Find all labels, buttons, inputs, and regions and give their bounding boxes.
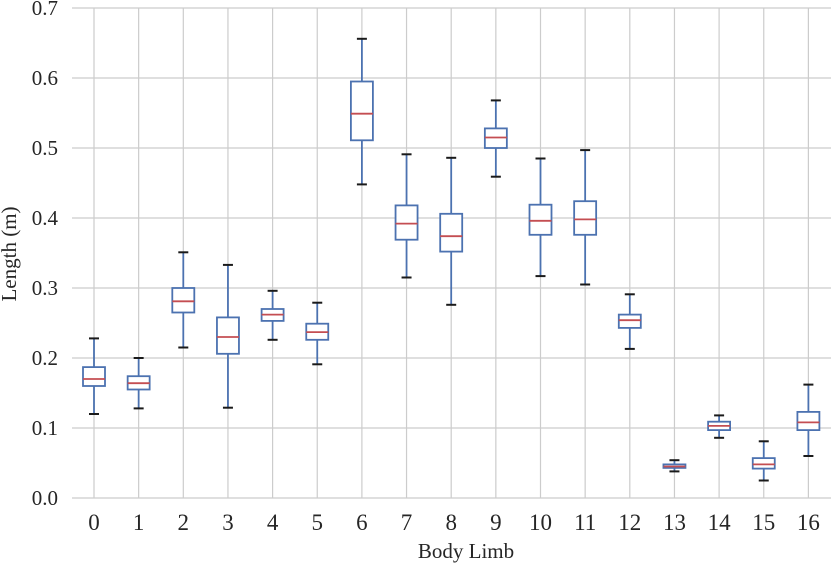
y-tick-label: 0.6 (32, 66, 58, 90)
interquartile-box (82, 366, 106, 387)
x-tick-label: 10 (529, 510, 552, 535)
box-plot-item (662, 459, 687, 473)
y-tick-label: 0.4 (32, 206, 59, 230)
box-plot-item (439, 156, 464, 306)
box-plot-item (528, 157, 553, 278)
x-tick-label: 12 (618, 510, 641, 535)
box-plot-item (260, 289, 285, 341)
box-plot-item (216, 263, 240, 409)
x-tick-label: 7 (401, 510, 413, 535)
box-plot-item (796, 383, 821, 457)
y-tick-label: 0.1 (32, 416, 58, 440)
y-axis-label: Length (m) (0, 206, 21, 301)
x-tick-label: 1 (133, 510, 145, 535)
x-tick-label: 0 (88, 510, 100, 535)
y-tick-label: 0.0 (32, 486, 58, 510)
x-tick-label: 3 (222, 510, 234, 535)
interquartile-box (394, 204, 419, 241)
y-tick-label: 0.5 (32, 136, 58, 160)
y-tick-label: 0.2 (32, 346, 58, 370)
y-tick-labels: 0.0 0.1 0.2 0.3 0.4 0.5 0.6 0.7 (32, 0, 59, 510)
x-axis-label: Body Limb (418, 539, 514, 563)
y-tick-label: 0.7 (32, 0, 58, 20)
x-tick-label: 13 (663, 510, 686, 535)
x-tick-label: 16 (797, 510, 820, 535)
interquartile-box (171, 287, 196, 314)
x-tick-label: 15 (752, 510, 775, 535)
x-tick-label: 6 (356, 510, 368, 535)
interquartile-box (617, 313, 642, 329)
box-plot-item (573, 149, 598, 286)
x-tick-label: 5 (312, 510, 324, 535)
interquartile-box (573, 200, 598, 236)
box-plot-series (82, 37, 821, 482)
x-tick-label: 9 (490, 510, 502, 535)
x-tick-label: 4 (267, 510, 279, 535)
box-plot-item (305, 301, 330, 366)
box-plot-item (126, 357, 151, 410)
x-tick-label: 8 (445, 510, 457, 535)
x-tick-label: 2 (178, 510, 190, 535)
x-tick-labels: 0 1 2 3 4 5 6 7 8 9 10 11 12 13 14 15 16 (88, 510, 820, 535)
interquartile-box (528, 203, 553, 236)
box-plot-item (483, 99, 508, 178)
box-plot-item (171, 251, 196, 349)
interquartile-box (349, 80, 374, 142)
box-plot-item (617, 293, 642, 350)
box-plot-item (82, 337, 106, 415)
y-tick-label: 0.3 (32, 276, 58, 300)
box-plot-item (394, 153, 419, 279)
box-plot-item (707, 414, 731, 439)
x-tick-label: 14 (708, 510, 732, 535)
interquartile-box (439, 212, 464, 253)
interquartile-box (796, 410, 821, 431)
x-tick-label: 11 (574, 510, 596, 535)
interquartile-box (751, 457, 776, 470)
interquartile-box (216, 316, 240, 355)
box-plot-item (349, 37, 374, 186)
box-plot-item (751, 440, 776, 482)
